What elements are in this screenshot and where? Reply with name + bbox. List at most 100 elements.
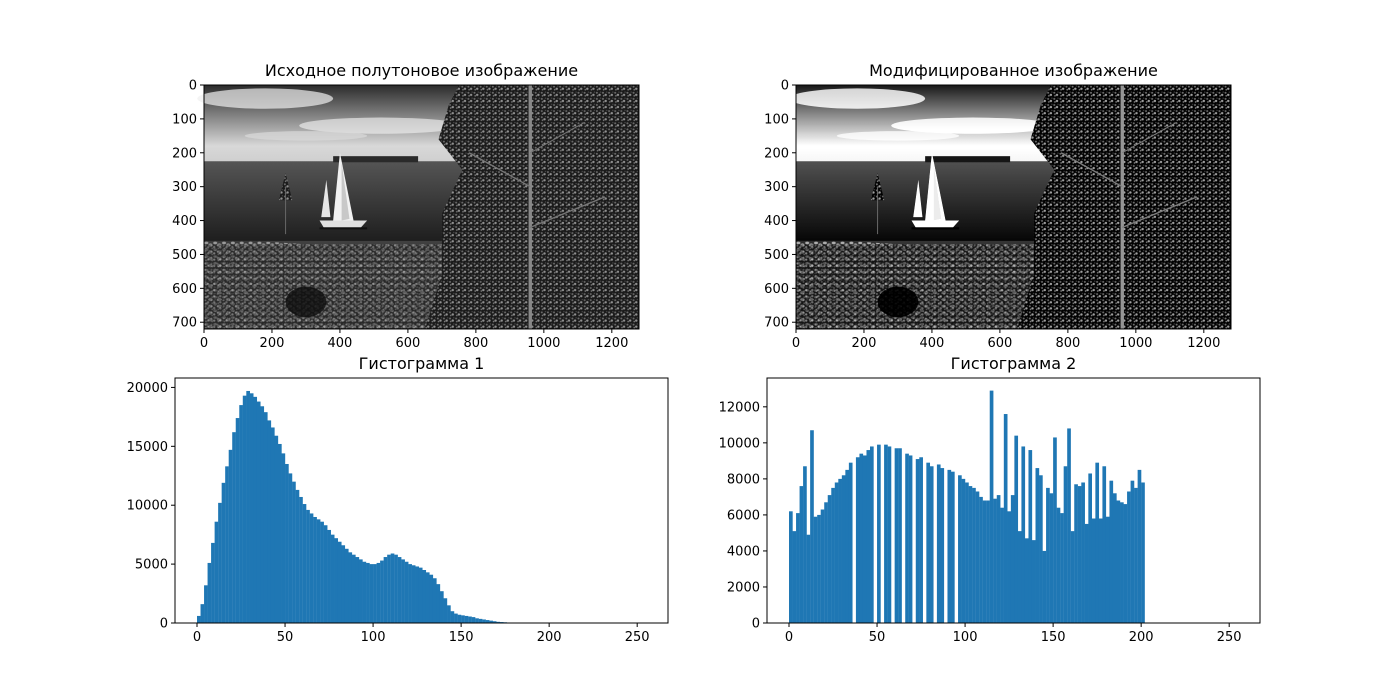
histogram-bar (1035, 468, 1040, 623)
histogram-bar (232, 432, 236, 623)
histogram-bar (1049, 493, 1054, 623)
y-tick-label: 15000 (127, 440, 168, 455)
histogram-bar (295, 489, 300, 623)
histogram-bar (1056, 507, 1061, 623)
histogram-bar (982, 500, 987, 623)
histogram-bar (306, 509, 310, 623)
x-tick-label: 600 (987, 336, 1012, 351)
histogram-bar (1098, 518, 1103, 623)
histogram-bar (320, 521, 324, 623)
histogram-bar (485, 620, 490, 623)
histogram-bar (1053, 437, 1057, 623)
histogram-bar (351, 554, 356, 623)
y-tick-label: 300 (764, 180, 789, 195)
histogram-bar (915, 459, 920, 623)
histogram-bar (475, 618, 479, 623)
histogram-bar (464, 615, 469, 623)
histogram-bar (855, 457, 860, 623)
histogram-bars (789, 390, 1145, 624)
histogram-bars (197, 390, 522, 623)
histogram-bar (1141, 482, 1145, 623)
histogram-bar (380, 560, 384, 623)
y-tick-label: 300 (172, 180, 197, 195)
x-tick-label: 1000 (1119, 336, 1152, 351)
histogram-bar (337, 541, 342, 623)
y-tick-label: 10000 (719, 436, 760, 451)
histogram-bar (344, 548, 349, 623)
y-tick-label: 2000 (727, 580, 760, 595)
histogram-bar (968, 486, 973, 623)
histogram-bar (1063, 466, 1068, 623)
x-tick-label: 250 (1217, 630, 1242, 645)
histogram-bar (831, 487, 835, 623)
x-tick-label: 100 (953, 630, 978, 645)
histogram-bar (225, 466, 229, 623)
histogram-bar (1070, 531, 1075, 624)
histogram-bar (905, 453, 909, 623)
histogram-bar (1130, 480, 1135, 623)
histogram-bar (390, 553, 395, 623)
y-tick-label: 700 (172, 316, 197, 331)
histogram-bar (1077, 486, 1082, 623)
histogram-bar (439, 591, 444, 623)
y-tick-label: 400 (764, 214, 789, 229)
y-tick-label: 20000 (127, 381, 168, 396)
histogram-bar (373, 564, 377, 623)
histogram-bar (411, 565, 416, 623)
x-tick-label: 200 (1129, 630, 1154, 645)
histogram-bar (989, 390, 994, 623)
x-tick-label: 1200 (595, 336, 628, 351)
histogram-bar (792, 531, 797, 624)
histogram-bar (366, 562, 370, 623)
histogram-bar (859, 453, 864, 623)
histogram-bar (936, 464, 941, 623)
histogram-bar (369, 564, 374, 623)
histogram-bar (239, 405, 243, 623)
histogram-bar (263, 412, 268, 623)
histogram-bar (489, 620, 493, 623)
histogram-bar (1091, 518, 1096, 623)
histogram-bar (207, 562, 212, 623)
histogram-bar (975, 491, 980, 623)
histogram-bar (482, 619, 486, 623)
axes-frame (174, 377, 669, 624)
histogram-bar (468, 616, 472, 623)
x-tick-label: 200 (260, 336, 285, 351)
histogram-bar (1024, 538, 1029, 623)
histogram-bar (362, 561, 367, 623)
histogram-bar (270, 427, 275, 623)
x-tick-label: 0 (785, 630, 793, 645)
histogram-bar (281, 453, 286, 623)
y-tick-label: 5000 (135, 558, 168, 573)
x-tick-label: 200 (537, 630, 562, 645)
y-tick-label: 0 (752, 617, 760, 632)
histogram-bar (845, 469, 850, 624)
histogram-bar (422, 570, 427, 623)
axes-frame (766, 377, 1261, 624)
histogram-bar (1003, 414, 1008, 623)
histogram-bar (848, 462, 853, 623)
x-tick-label: 200 (852, 336, 877, 351)
landscape-image (195, 83, 641, 331)
histogram-bar (1031, 540, 1036, 623)
histogram-bar (246, 390, 250, 623)
y-tick-label: 12000 (719, 400, 760, 415)
histogram-bar (1102, 466, 1107, 623)
histogram-bar (1088, 473, 1092, 623)
y-tick-label: 0 (189, 79, 197, 94)
y-tick-label: 200 (172, 146, 197, 161)
histogram-bar (316, 519, 321, 623)
histogram-bar (313, 516, 317, 623)
histogram-bar (401, 559, 405, 623)
histogram-bar (789, 511, 793, 623)
histogram-bar (418, 567, 423, 623)
histogram-bar (218, 502, 222, 623)
histogram-bar (996, 495, 1001, 623)
x-tick-label: 50 (869, 630, 886, 645)
histogram-bar (1116, 500, 1121, 623)
histogram-bar (1010, 495, 1015, 623)
histogram-bar (803, 466, 807, 623)
histogram-bar (965, 482, 969, 623)
x-tick-label: 0 (200, 336, 208, 351)
